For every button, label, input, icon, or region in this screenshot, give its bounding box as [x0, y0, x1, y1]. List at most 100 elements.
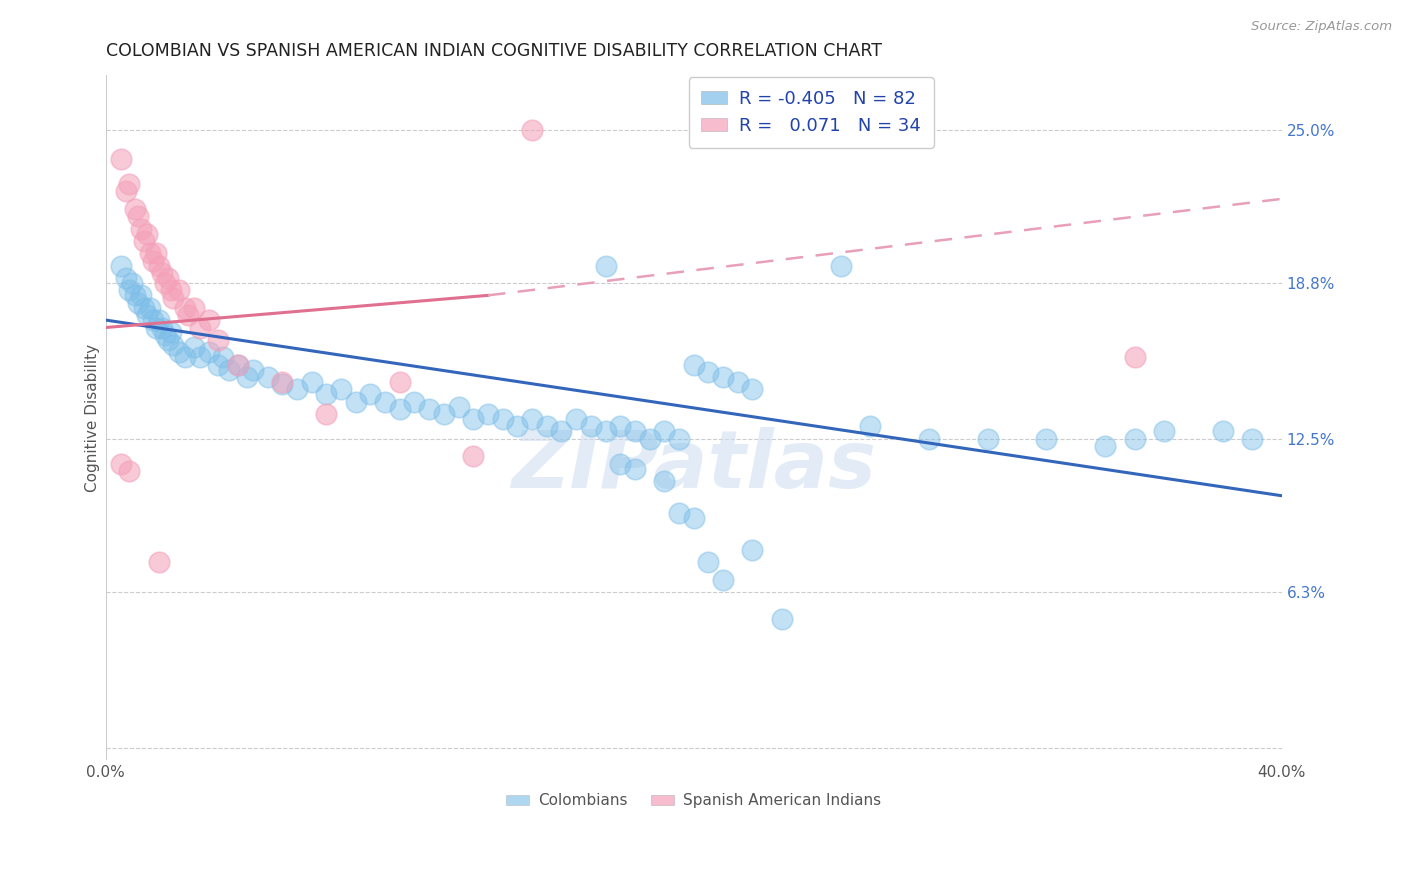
Point	[159, 326, 181, 340]
Text: Source: ZipAtlas.com: Source: ZipAtlas.com	[1251, 20, 1392, 33]
Point	[682, 511, 704, 525]
Point	[174, 350, 197, 364]
Point	[129, 288, 152, 302]
Point	[256, 370, 278, 384]
Point	[129, 221, 152, 235]
Point	[404, 394, 426, 409]
Point	[121, 276, 143, 290]
Point	[697, 365, 720, 379]
Point	[301, 375, 323, 389]
Point	[388, 375, 411, 389]
Point	[579, 419, 602, 434]
Point	[127, 295, 149, 310]
Point	[110, 457, 132, 471]
Point	[150, 266, 173, 280]
Point	[520, 122, 543, 136]
Point	[447, 400, 470, 414]
Point	[159, 284, 181, 298]
Legend: Colombians, Spanish American Indians: Colombians, Spanish American Indians	[501, 787, 887, 814]
Point	[609, 457, 631, 471]
Point	[136, 227, 159, 241]
Point	[918, 432, 941, 446]
Point	[697, 556, 720, 570]
Point	[115, 271, 138, 285]
Point	[477, 407, 499, 421]
Point	[242, 362, 264, 376]
Point	[212, 350, 235, 364]
Point	[145, 246, 167, 260]
Point	[1123, 350, 1146, 364]
Point	[124, 202, 146, 216]
Point	[315, 407, 337, 421]
Point	[652, 474, 675, 488]
Point	[169, 284, 191, 298]
Point	[1035, 432, 1057, 446]
Point	[139, 301, 162, 315]
Point	[271, 375, 294, 389]
Point	[595, 259, 617, 273]
Point	[188, 350, 211, 364]
Point	[162, 291, 184, 305]
Point	[150, 320, 173, 334]
Point	[624, 461, 647, 475]
Point	[271, 377, 294, 392]
Point	[226, 358, 249, 372]
Point	[359, 387, 381, 401]
Point	[433, 407, 456, 421]
Point	[285, 382, 308, 396]
Point	[139, 246, 162, 260]
Point	[148, 556, 170, 570]
Point	[156, 333, 179, 347]
Point	[536, 419, 558, 434]
Point	[727, 375, 749, 389]
Point	[682, 358, 704, 372]
Text: ZIPatlas: ZIPatlas	[512, 426, 876, 505]
Point	[162, 338, 184, 352]
Point	[609, 419, 631, 434]
Point	[330, 382, 353, 396]
Point	[668, 506, 690, 520]
Point	[148, 313, 170, 327]
Text: COLOMBIAN VS SPANISH AMERICAN INDIAN COGNITIVE DISABILITY CORRELATION CHART: COLOMBIAN VS SPANISH AMERICAN INDIAN COG…	[105, 42, 882, 60]
Point	[1094, 439, 1116, 453]
Point	[156, 271, 179, 285]
Point	[1123, 432, 1146, 446]
Point	[145, 320, 167, 334]
Point	[668, 432, 690, 446]
Point	[565, 412, 588, 426]
Point	[115, 185, 138, 199]
Point	[197, 345, 219, 359]
Point	[741, 382, 763, 396]
Point	[207, 358, 229, 372]
Point	[153, 327, 176, 342]
Point	[236, 370, 259, 384]
Point	[183, 301, 205, 315]
Point	[1241, 432, 1264, 446]
Point	[418, 402, 440, 417]
Point	[218, 362, 240, 376]
Point	[741, 543, 763, 558]
Point	[127, 209, 149, 223]
Point	[153, 276, 176, 290]
Point	[711, 573, 734, 587]
Point	[142, 313, 165, 327]
Point	[550, 425, 572, 439]
Point	[315, 387, 337, 401]
Point	[830, 259, 852, 273]
Point	[142, 253, 165, 268]
Point	[388, 402, 411, 417]
Point	[132, 234, 155, 248]
Point	[520, 412, 543, 426]
Point	[976, 432, 998, 446]
Point	[124, 288, 146, 302]
Point	[188, 320, 211, 334]
Point	[110, 153, 132, 167]
Point	[652, 425, 675, 439]
Point	[1212, 425, 1234, 439]
Point	[624, 425, 647, 439]
Point	[118, 284, 141, 298]
Point	[770, 612, 793, 626]
Point	[344, 394, 367, 409]
Point	[226, 358, 249, 372]
Point	[638, 432, 661, 446]
